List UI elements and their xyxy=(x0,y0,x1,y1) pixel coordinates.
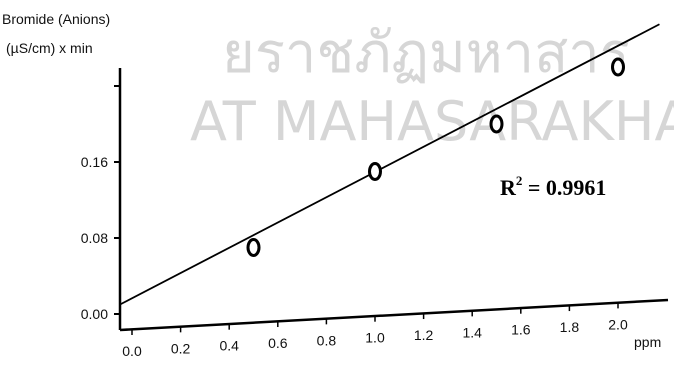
x-tick-label: 2.0 xyxy=(608,316,628,332)
y-axis-title-line-2: (µS/cm) x min xyxy=(6,40,93,56)
data-point xyxy=(368,162,382,181)
r-squared-value: = 0.9961 xyxy=(522,175,606,200)
x-tick-label: 1.4 xyxy=(462,324,482,340)
x-tick-label: 1.2 xyxy=(414,327,434,343)
data-point xyxy=(246,238,261,257)
data-point xyxy=(611,57,625,77)
y-axis-title-line-1: Bromide (Anions) xyxy=(2,11,110,27)
x-tick-label: 0.8 xyxy=(317,332,337,348)
x-tick-label: 0.2 xyxy=(171,340,191,356)
x-tick-label: 0.4 xyxy=(219,338,239,354)
data-point xyxy=(489,114,504,134)
y-tick-label: 0.00 xyxy=(81,306,108,322)
x-tick-label: 1.6 xyxy=(511,322,531,338)
x-axis-unit-label: ppm xyxy=(634,334,661,350)
x-tick-label: 0.6 xyxy=(268,335,288,351)
x-tick-label: 0.0 xyxy=(122,343,142,359)
regression-line xyxy=(119,23,660,306)
x-tick-label: 1.8 xyxy=(560,319,580,335)
r-squared-annotation: R2 = 0.9961 xyxy=(500,173,606,200)
watermark-line-1: ยราชภัฏมหาสาร xyxy=(222,21,630,86)
x-axis xyxy=(119,298,669,332)
r-squared-superscript: 2 xyxy=(516,173,523,188)
y-tick-label: 0.08 xyxy=(81,230,108,246)
x-tick-label: 1.0 xyxy=(365,330,385,346)
r-letter: R xyxy=(500,175,517,200)
y-tick-label: 0.16 xyxy=(81,154,108,170)
watermark-line-2: AT MAHASARAKHAM UNIVE xyxy=(190,90,674,153)
